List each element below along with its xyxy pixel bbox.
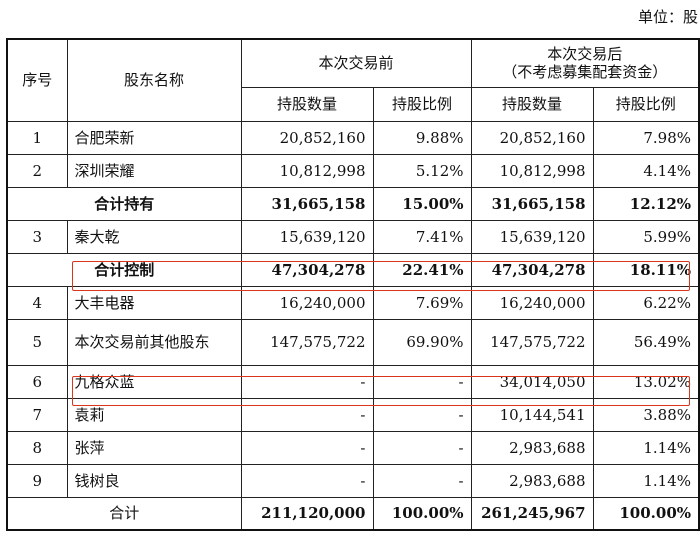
cell-seq: 9 <box>6 463 68 498</box>
table-row: 3 秦大乾 15,639,120 7.41% 15,639,120 5.99% <box>6 219 700 254</box>
cell-before-ratio: - <box>372 430 472 465</box>
cell-name: 钱树良 <box>66 463 242 498</box>
cell-after-ratio: 7.98% <box>592 120 700 155</box>
header-before: 本次交易前 <box>240 38 472 88</box>
cell-before-ratio: - <box>372 397 472 432</box>
cell-name: 合肥荣新 <box>66 120 242 155</box>
cell-after-ratio: 12.12% <box>592 186 700 221</box>
cell-before-ratio: 5.12% <box>372 153 472 188</box>
cell-subtotal-name: 合计控制 <box>6 252 242 287</box>
cell-before-ratio: 7.69% <box>372 285 472 320</box>
cell-after-ratio: 5.99% <box>592 219 700 254</box>
cell-name: 张萍 <box>66 430 242 465</box>
cell-before-shares: - <box>240 397 374 432</box>
cell-before-ratio: - <box>372 463 472 498</box>
cell-before-ratio: 9.88% <box>372 120 472 155</box>
cell-after-shares: 2,983,688 <box>470 430 594 465</box>
header-after-line1: 本次交易后 <box>547 45 623 64</box>
cell-after-ratio: 18.11% <box>592 252 700 287</box>
table-row: 5 本次交易前其他股东 147,575,722 69.90% 147,575,7… <box>6 318 700 366</box>
cell-seq: 5 <box>6 318 68 366</box>
cell-seq: 4 <box>6 285 68 320</box>
cell-after-ratio: 4.14% <box>592 153 700 188</box>
cell-name: 九格众蓝 <box>66 364 242 399</box>
cell-after-ratio: 13.02% <box>592 364 700 399</box>
cell-before-shares: - <box>240 463 374 498</box>
cell-after-shares: 34,014,050 <box>470 364 594 399</box>
cell-after-ratio: 6.22% <box>592 285 700 320</box>
cell-seq: 2 <box>6 153 68 188</box>
table-row: 6 九格众蓝 - - 34,014,050 13.02% <box>6 364 700 399</box>
table-row: 1 合肥荣新 20,852,160 9.88% 20,852,160 7.98% <box>6 120 700 155</box>
cell-before-shares: - <box>240 364 374 399</box>
cell-total-after-ratio: 100.00% <box>592 496 700 531</box>
subtotal-row: 合计持有 31,665,158 15.00% 31,665,158 12.12% <box>6 186 700 221</box>
header-after: 本次交易后 （不考虑募集配套资金） <box>470 38 700 88</box>
cell-after-shares: 47,304,278 <box>470 252 594 287</box>
cell-before-ratio: 69.90% <box>372 318 472 366</box>
cell-after-shares: 31,665,158 <box>470 186 594 221</box>
table-row: 9 钱树良 - - 2,983,688 1.14% <box>6 463 700 498</box>
cell-total-before-ratio: 100.00% <box>372 496 472 531</box>
table-row: 7 袁莉 - - 10,144,541 3.88% <box>6 397 700 432</box>
header-seq: 序号 <box>6 38 68 122</box>
cell-after-shares: 16,240,000 <box>470 285 594 320</box>
header-after-line2: （不考虑募集配套资金） <box>502 63 668 82</box>
header-after-ratio: 持股比例 <box>592 86 700 122</box>
cell-after-ratio: 3.88% <box>592 397 700 432</box>
cell-name: 袁莉 <box>66 397 242 432</box>
total-row: 合计 211,120,000 100.00% 261,245,967 100.0… <box>6 496 700 531</box>
cell-before-ratio: 22.41% <box>372 252 472 287</box>
table-row: 8 张萍 - - 2,983,688 1.14% <box>6 430 700 465</box>
cell-before-shares: 15,639,120 <box>240 219 374 254</box>
cell-before-shares: 20,852,160 <box>240 120 374 155</box>
cell-before-shares: 16,240,000 <box>240 285 374 320</box>
table-row: 2 深圳荣耀 10,812,998 5.12% 10,812,998 4.14% <box>6 153 700 188</box>
cell-name: 秦大乾 <box>66 219 242 254</box>
cell-after-shares: 147,575,722 <box>470 318 594 366</box>
cell-name: 本次交易前其他股东 <box>66 318 242 366</box>
cell-before-shares: 10,812,998 <box>240 153 374 188</box>
cell-before-shares: 31,665,158 <box>240 186 374 221</box>
cell-after-ratio: 56.49% <box>592 318 700 366</box>
cell-before-shares: 147,575,722 <box>240 318 374 366</box>
cell-before-ratio: 7.41% <box>372 219 472 254</box>
cell-after-shares: 2,983,688 <box>470 463 594 498</box>
cell-subtotal-name: 合计持有 <box>6 186 242 221</box>
subtotal-row: 合计控制 47,304,278 22.41% 47,304,278 18.11% <box>6 252 700 287</box>
table-row: 4 大丰电器 16,240,000 7.69% 16,240,000 6.22% <box>6 285 700 320</box>
header-before-ratio: 持股比例 <box>372 86 472 122</box>
cell-after-shares: 10,144,541 <box>470 397 594 432</box>
cell-name: 深圳荣耀 <box>66 153 242 188</box>
cell-before-ratio: 15.00% <box>372 186 472 221</box>
header-name: 股东名称 <box>66 38 242 122</box>
cell-after-shares: 15,639,120 <box>470 219 594 254</box>
cell-seq: 8 <box>6 430 68 465</box>
unit-label: 单位：股 <box>637 8 698 26</box>
cell-before-shares: - <box>240 430 374 465</box>
cell-seq: 1 <box>6 120 68 155</box>
header-before-shares: 持股数量 <box>240 86 374 122</box>
cell-after-shares: 20,852,160 <box>470 120 594 155</box>
cell-total-name: 合计 <box>6 496 242 531</box>
cell-seq: 6 <box>6 364 68 399</box>
shareholding-table: 序号 股东名称 本次交易前 本次交易后 （不考虑募集配套资金） 持股数量 持股比… <box>6 38 700 531</box>
cell-after-ratio: 1.14% <box>592 463 700 498</box>
cell-seq: 7 <box>6 397 68 432</box>
cell-after-shares: 10,812,998 <box>470 153 594 188</box>
cell-total-after-shares: 261,245,967 <box>470 496 594 531</box>
cell-name: 大丰电器 <box>66 285 242 320</box>
header-after-shares: 持股数量 <box>470 86 594 122</box>
cell-before-shares: 47,304,278 <box>240 252 374 287</box>
cell-after-ratio: 1.14% <box>592 430 700 465</box>
cell-total-before-shares: 211,120,000 <box>240 496 374 531</box>
cell-seq: 3 <box>6 219 68 254</box>
cell-before-ratio: - <box>372 364 472 399</box>
